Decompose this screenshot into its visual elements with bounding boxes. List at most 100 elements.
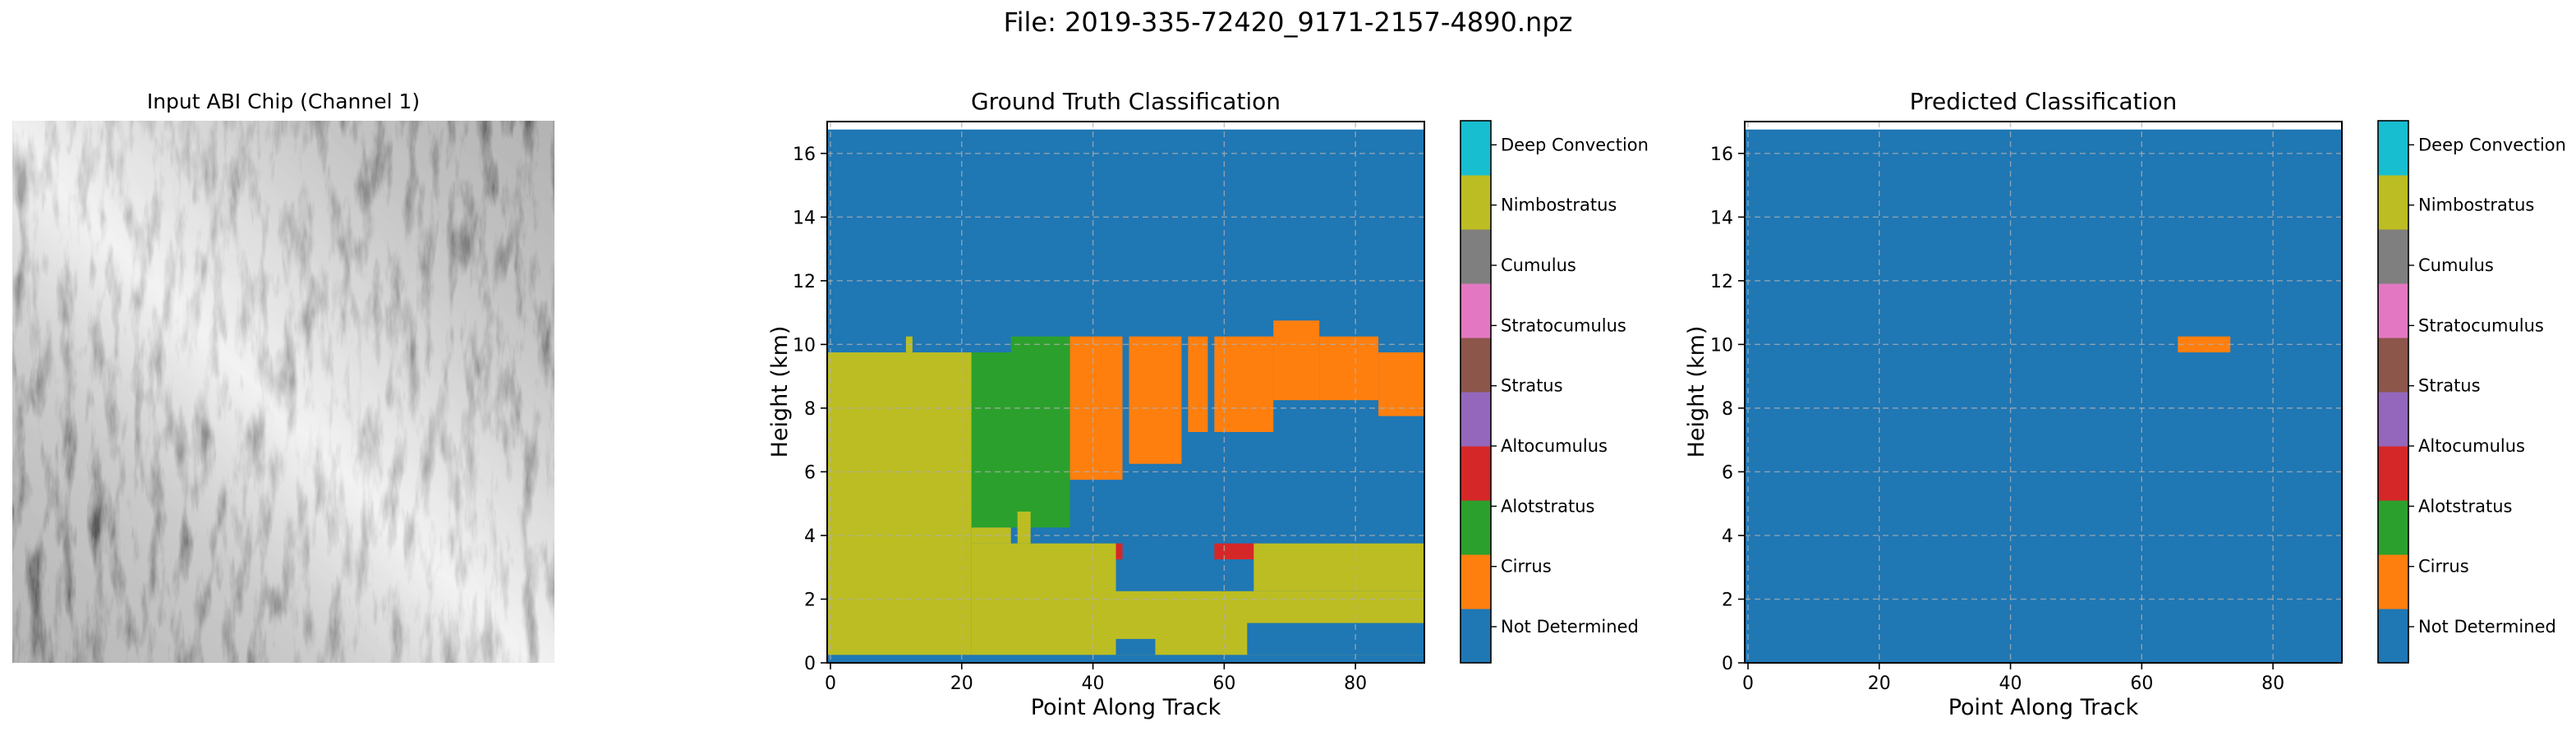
plot-frame (1744, 121, 2343, 664)
predicted-panel: Predicted Classification 0 20 40 60 80 0 2 4 6 8 1… (1684, 88, 2343, 720)
y-tick-label: 16 (793, 145, 816, 165)
heatmap-background-cells (1745, 129, 2342, 664)
y-tick-label: 12 (793, 272, 816, 292)
predicted-xlabel: Point Along Track (1948, 695, 2139, 720)
colorbar-label: Nimbostratus (1501, 195, 1617, 215)
colorbar-segment (1460, 609, 1491, 664)
x-tick-label: 0 (825, 674, 836, 694)
ground-truth-xlabel: Point Along Track (1031, 695, 1221, 720)
y-tick-label: 14 (1710, 208, 1733, 228)
input-chip-image (12, 121, 554, 663)
predicted-ylabel: Height (km) (1684, 326, 1709, 458)
y-tick-label: 2 (1722, 590, 1733, 610)
y-tick-label: 4 (1722, 526, 1733, 547)
heatmap-region-not-determined (1247, 623, 1424, 655)
heatmap-region-cirrus (1319, 336, 1379, 401)
y-tick-label: 0 (1722, 654, 1733, 674)
heatmap-region-nimbostratus (1254, 543, 1424, 591)
y-tick-label: 8 (1722, 399, 1733, 420)
colorbar-segment (1460, 121, 1491, 176)
colorbar-segment (2378, 446, 2408, 501)
colorbar-label: Alotstratus (1501, 496, 1594, 516)
colorbar-label: Not Determined (2418, 617, 2556, 637)
x-tick-label: 20 (1868, 674, 1891, 694)
heatmap-region-cirrus (1188, 336, 1208, 432)
colorbar-label: Altocumulus (1501, 436, 1608, 456)
colorbar-label: Stratus (2418, 376, 2481, 396)
colorbar-segment (2378, 554, 2408, 609)
x-tick-label: 60 (1212, 674, 1235, 694)
colorbar-label: Stratus (1501, 376, 1563, 396)
predicted-colorbar: Not Determined Cirrus Alotstratus Altocumul… (2377, 120, 2566, 664)
ground-truth-colorbar: Not Determined Cirrus Alotstratus Altocumul… (1460, 120, 1649, 664)
heatmap-region-cirrus (1214, 336, 1274, 432)
plot-frame (826, 121, 1425, 664)
input-chip-panel: Input ABI Chip (Channel 1) (12, 90, 554, 663)
colorbar-frame (2377, 120, 2409, 664)
colorbar-segment (1460, 554, 1491, 609)
heatmap-region-not-determined (1116, 638, 1156, 655)
colorbar-segment (2378, 392, 2408, 447)
x-tick-label: 0 (1742, 674, 1754, 694)
ground-truth-title: Ground Truth Classification (971, 88, 1281, 115)
heatmap-region-nimbostratus (1017, 511, 1031, 544)
ground-truth-plot-area: 0 20 40 60 80 0 2 4 6 8 10 12 14 16 (793, 121, 1425, 694)
colorbar-segment (1460, 283, 1491, 338)
ground-truth-ylabel: Height (km) (767, 326, 793, 458)
colorbar-label: Altocumulus (2418, 436, 2525, 456)
colorbar-label: Alotstratus (2418, 496, 2512, 516)
colorbar-label: Nimbostratus (2418, 195, 2534, 215)
y-tick-label: 6 (804, 462, 816, 483)
y-tick-label: 10 (1710, 335, 1733, 356)
x-tick-label: 20 (950, 674, 973, 694)
colorbar-label: Deep Convection (1501, 135, 1649, 154)
y-tick-label: 0 (804, 654, 816, 674)
x-tick-label: 80 (1344, 674, 1367, 694)
heatmap-region-altostratus (1010, 336, 1070, 353)
x-tick-label: 80 (2261, 674, 2284, 694)
y-tick-label: 2 (804, 590, 816, 610)
heatmap-region-cirrus (1378, 352, 1424, 416)
x-tick-label: 60 (2130, 674, 2153, 694)
colorbar-segment (2378, 229, 2408, 284)
colorbar-segment (1460, 446, 1491, 501)
predicted-plot-area: 0 20 40 60 80 0 2 4 6 8 10 12 14 16 (1710, 121, 2343, 694)
heatmap-region-altocumulus (1116, 543, 1123, 560)
heatmap-region-altostratus (971, 352, 1070, 528)
colorbar-label: Cirrus (1501, 557, 1552, 577)
x-tick-label: 40 (1082, 674, 1105, 694)
colorbar-segment (1460, 229, 1491, 284)
colorbar-segment (2378, 283, 2408, 338)
colorbar-label: Not Determined (1501, 617, 1639, 637)
y-tick-label: 8 (804, 399, 816, 420)
input-chip-title: Input ABI Chip (Channel 1) (147, 90, 420, 113)
colorbar-label: Stratocumulus (1501, 315, 1626, 335)
x-tick-label: 40 (1999, 674, 2022, 694)
heatmap-region-cirrus (2178, 336, 2231, 353)
heatmap-region-nimbostratus (827, 352, 972, 655)
heatmap-region-nimbostratus (971, 527, 1011, 544)
heatmap-region-altocumulus (1214, 543, 1261, 560)
colorbar-label: Cirrus (2418, 557, 2469, 577)
y-tick-label: 10 (793, 335, 816, 356)
predicted-title: Predicted Classification (1910, 88, 2178, 115)
heatmap-region-cirrus (1129, 336, 1182, 464)
colorbar-segment (1460, 338, 1491, 393)
heatmap-region-cirrus (1273, 320, 1320, 401)
colorbar-segment (2378, 121, 2408, 176)
figure-title: File: 2019-335-72420_9171-2157-4890.npz (1003, 7, 1573, 38)
colorbar-segment (2378, 500, 2408, 555)
y-tick-label: 4 (804, 526, 816, 547)
colorbar-segment (1460, 392, 1491, 447)
y-tick-label: 6 (1722, 462, 1733, 483)
colorbar-label: Stratocumulus (2418, 315, 2544, 335)
y-tick-label: 16 (1710, 145, 1733, 165)
colorbar-label: Deep Convection (2418, 135, 2566, 154)
colorbar-segment (2378, 609, 2408, 664)
colorbar-frame (1460, 120, 1492, 664)
colorbar-segment (2378, 338, 2408, 393)
colorbar-label: Cumulus (2418, 255, 2494, 275)
colorbar-segment (2378, 175, 2408, 230)
colorbar-label: Cumulus (1501, 255, 1576, 275)
